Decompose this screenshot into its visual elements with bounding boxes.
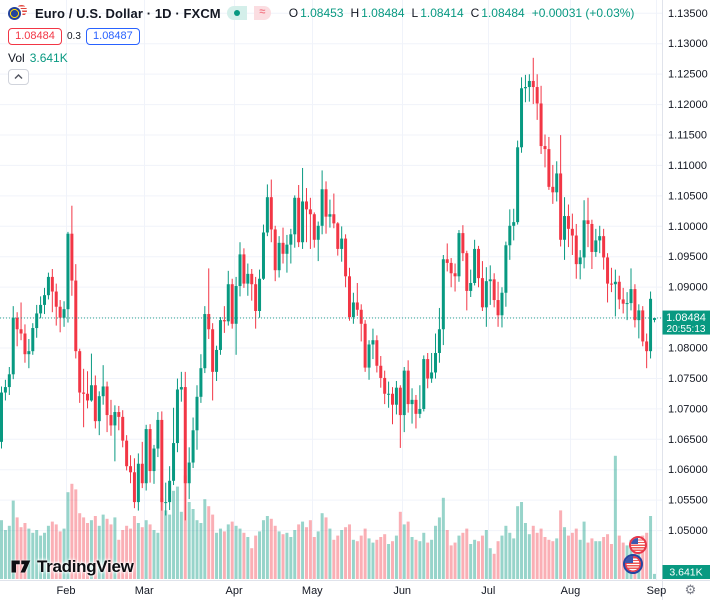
grid-layer	[0, 0, 662, 580]
svg-text:Mar: Mar	[135, 585, 154, 597]
svg-text:1.10000: 1.10000	[668, 221, 708, 233]
svg-text:1.05500: 1.05500	[668, 495, 708, 507]
price-axis-labels: 1.13500 1.13000 1.12500 1.12000 1.11500 1.110…	[668, 8, 708, 537]
svg-text:1.06000: 1.06000	[668, 464, 708, 476]
svg-text:Jun: Jun	[393, 585, 411, 597]
eu-us-flag-icon	[623, 554, 643, 574]
svg-text:1.11500: 1.11500	[668, 130, 707, 142]
tradingview-logo-text: TradingView	[37, 556, 134, 576]
close-value: 1.08484	[481, 6, 525, 20]
time-axis-scale[interactable]	[0, 580, 662, 600]
svg-text:Aug: Aug	[561, 585, 581, 597]
symbol-title[interactable]: Euro / U.S. Dollar · 1D · FXCM	[35, 5, 221, 21]
svg-text:1.11000: 1.11000	[668, 160, 707, 172]
volume-axis-label: 3.641K	[662, 565, 710, 579]
volume-value: 3.641K	[29, 50, 68, 65]
chevron-up-icon	[14, 74, 23, 79]
svg-text:1.09000: 1.09000	[668, 282, 708, 294]
data-mode-icon[interactable]: ≈	[253, 6, 271, 20]
volume-indicator-legend: Vol 3.641K	[8, 50, 634, 65]
svg-text:1.13500: 1.13500	[668, 8, 708, 20]
high-label: H	[350, 6, 360, 20]
svg-text:3.641K: 3.641K	[669, 567, 702, 579]
svg-text:1.12000: 1.12000	[668, 99, 708, 111]
low-value: 1.08414	[420, 6, 464, 20]
svg-text:1.13000: 1.13000	[668, 38, 708, 50]
tradingview-logo[interactable]: TradingView	[10, 556, 134, 577]
spread-value: 0.3	[67, 30, 81, 42]
legend-collapse-button[interactable]	[8, 69, 29, 85]
chart-legend: Euro / U.S. Dollar · 1D · FXCM ≈ O 1.0845…	[8, 4, 634, 85]
tradingview-mark-icon	[11, 560, 31, 573]
svg-text:1.12500: 1.12500	[668, 69, 708, 81]
change-value: +0.00031 (+0.03%)	[531, 6, 635, 20]
ohlc-readout: O 1.08453 H 1.08484 L 1.08414 C 1.08484 +0.00031…	[289, 6, 635, 20]
svg-text:1.08484: 1.08484	[666, 312, 706, 324]
low-label: L	[411, 6, 419, 20]
svg-text:1.08000: 1.08000	[668, 343, 708, 355]
svg-text:Sep: Sep	[647, 585, 667, 597]
svg-text:1.07000: 1.07000	[668, 403, 708, 415]
buy-price-button[interactable]: 1.08487	[85, 27, 140, 45]
open-label: O	[288, 6, 299, 20]
us-flag-icon	[629, 536, 647, 554]
svg-text:1.07500: 1.07500	[668, 373, 708, 385]
volume-label: Vol	[8, 50, 25, 65]
sell-price-button[interactable]: 1.08484	[8, 27, 62, 45]
time-axis-labels: Feb Mar Apr May Jun Jul Aug Sep	[57, 585, 667, 597]
open-value: 1.08453	[300, 6, 344, 20]
scale-settings-gear-icon[interactable]: ⚙	[682, 582, 699, 598]
svg-text:Feb: Feb	[57, 585, 76, 597]
svg-text:May: May	[302, 585, 323, 597]
svg-text:1.10500: 1.10500	[668, 190, 708, 202]
close-label: C	[470, 6, 480, 20]
market-status-icon[interactable]	[226, 6, 247, 20]
candles-layer	[0, 57, 656, 521]
symbol-logo-icon	[8, 5, 29, 21]
svg-text:1.05000: 1.05000	[668, 525, 708, 537]
svg-text:Jul: Jul	[481, 585, 495, 597]
price-axis-scale[interactable]	[662, 0, 710, 580]
high-value: 1.08484	[361, 6, 405, 20]
svg-text:20:55:13: 20:55:13	[667, 324, 706, 335]
volume-layer	[0, 455, 656, 579]
symbol-flag-markers	[622, 535, 660, 583]
svg-text:Apr: Apr	[226, 585, 243, 597]
svg-text:1.06500: 1.06500	[668, 434, 708, 446]
svg-text:1.09500: 1.09500	[668, 251, 708, 263]
